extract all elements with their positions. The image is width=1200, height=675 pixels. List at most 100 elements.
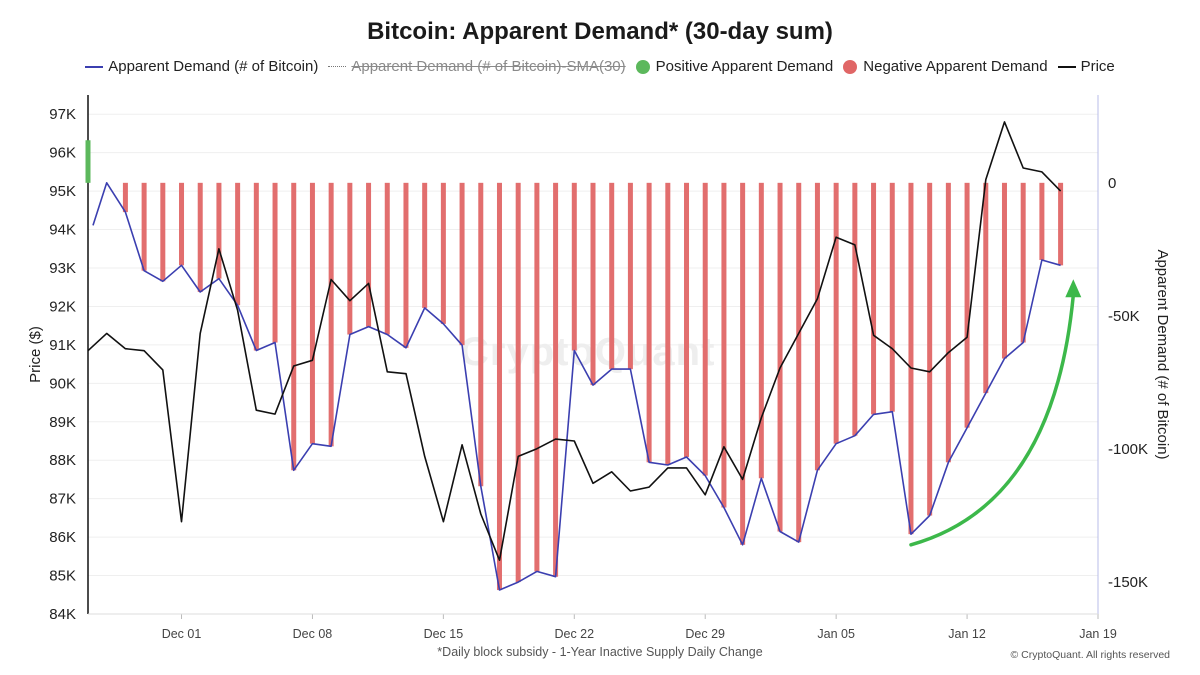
negative-demand-bar [814,182,820,471]
y-tick-label: 92K [49,298,76,315]
x-tick-label: Jan 19 [1079,627,1117,641]
negative-demand-bar [291,182,297,471]
negative-demand-bar [179,182,185,266]
negative-demand-bar [740,182,746,545]
negative-demand-bar [384,182,390,335]
y-tick-label: 91K [49,337,76,354]
chart-title: Bitcoin: Apparent Demand* (30-day sum) [367,18,833,45]
footnote: *Daily block subsidy - 1-Year Inactive S… [437,645,763,659]
legend-dot-icon [635,59,650,74]
negative-demand-bar [347,182,353,335]
y-tick-label: 90K [49,375,76,392]
negative-demand-bar [253,182,259,351]
negative-demand-bar [272,182,278,343]
y2-tick-label: -150K [1108,574,1148,591]
negative-demand-bar [871,182,877,415]
legend-dotted-line-icon [328,66,347,67]
negative-demand-bar [328,182,334,447]
legend-dot-icon [843,59,858,74]
x-tick-label: Jan 05 [817,627,855,641]
legend-line-icon [1057,65,1076,68]
y-tick-label: 88K [49,452,76,469]
legend-item-price[interactable]: Price [1057,58,1115,75]
negative-demand-bar [496,182,502,591]
negative-demand-bar [160,182,166,282]
negative-demand-bar [627,182,633,370]
negative-demand-bar [515,182,521,583]
positive-demand-bar [85,140,91,183]
y-tick-label: 97K [49,106,76,123]
y-tick-label: 96K [49,145,76,162]
chart-legend: Apparent Demand (# of Bitcoin) Apparent … [0,58,1200,75]
y-tick-label: 84K [49,606,76,623]
negative-demand-bar [1001,182,1007,359]
negative-demand-bar [758,182,764,479]
negative-demand-bar [721,182,727,508]
negative-demand-bar [422,182,428,308]
negative-demand-bar [141,182,147,271]
x-tick-label: Dec 22 [554,627,594,641]
legend-label: Apparent Demand (# of Bitcoin) [108,58,319,75]
negative-demand-bar [609,182,615,370]
negative-demand-bar [1020,182,1026,343]
negative-demand-bar [983,182,989,394]
negative-demand-bar [964,182,970,428]
negative-demand-bar [440,182,446,324]
legend-label: Negative Apparent Demand [863,58,1048,75]
y2-tick-label: -50K [1108,308,1140,325]
negative-demand-bar [366,182,372,327]
negative-demand-bar [665,182,671,465]
y-axis-title: Price ($) [27,326,44,383]
negative-demand-bar [235,182,241,306]
copyright: © CryptoQuant. All rights reserved [1010,649,1170,661]
negative-demand-bar [908,182,914,535]
negative-demand-bar [216,182,222,279]
legend-label: Price [1080,58,1115,75]
y-tick-label: 93K [49,260,76,277]
negative-demand-bar [777,182,783,532]
y2-tick-label: 0 [1108,175,1116,192]
x-tick-label: Dec 29 [685,627,725,641]
negative-demand-bar [197,182,203,292]
y-tick-label: 87K [49,491,76,508]
x-tick-label: Dec 01 [162,627,202,641]
negative-demand-bar [590,182,596,386]
price-line [87,121,1062,562]
negative-demand-bar [833,182,839,444]
negative-demand-bar [534,182,540,572]
negative-demand-bar [571,182,577,351]
negative-demand-bar [702,182,708,476]
x-tick-label: Dec 15 [424,627,464,641]
negative-demand-bar [403,182,409,348]
negative-demand-bar [945,182,951,463]
legend-item-positive-demand[interactable]: Positive Apparent Demand [635,58,834,75]
negative-demand-bar [684,182,690,457]
y-tick-label: 86K [49,529,76,546]
y-tick-label: 94K [49,222,76,239]
y2-tick-label: -100K [1108,441,1148,458]
negative-demand-bar [309,182,315,444]
apparent-demand-line [92,182,1061,591]
y2-axis-title: Apparent Demand (# of Bitcoin) [1154,249,1171,459]
legend-item-sma[interactable]: Apparent Demand (# of Bitcoin)-SMA(30) [328,58,626,75]
watermark: CryptoQuant [460,330,716,374]
legend-item-apparent-demand[interactable]: Apparent Demand (# of Bitcoin) [85,58,318,75]
negative-demand-bar [927,182,933,516]
negative-demand-bar [122,182,128,213]
legend-label: Apparent Demand (# of Bitcoin)-SMA(30) [351,58,626,75]
negative-demand-bar [553,182,559,577]
legend-line-icon [85,65,104,68]
x-tick-label: Dec 08 [293,627,333,641]
legend-label: Positive Apparent Demand [655,58,834,75]
negative-demand-bar [478,182,484,487]
negative-demand-bar [646,182,652,463]
negative-demand-bar [889,182,895,412]
y-tick-label: 95K [49,183,76,200]
legend-item-negative-demand[interactable]: Negative Apparent Demand [843,58,1048,75]
negative-demand-bar [796,182,802,543]
y-tick-label: 85K [49,568,76,585]
negative-demand-bar [1058,182,1064,266]
negative-demand-bar [1039,182,1045,261]
trend-arrow-head-icon [1065,279,1082,298]
